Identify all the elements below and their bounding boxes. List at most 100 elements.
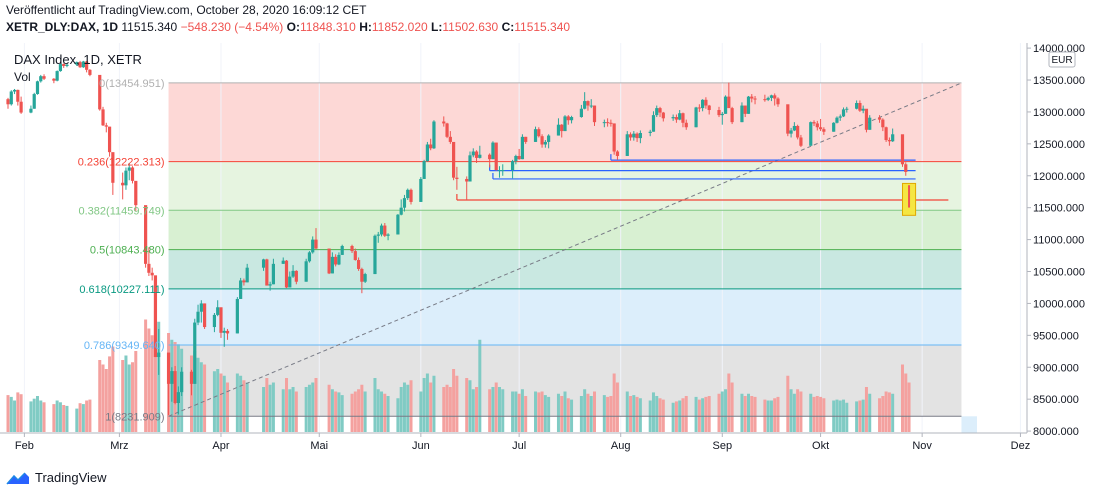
price-tick-label: 9500.000: [1033, 330, 1079, 342]
volume-bar: [262, 387, 266, 432]
volume-bar: [81, 404, 85, 432]
candle-body: [563, 116, 567, 132]
candle-body: [402, 198, 407, 208]
volume-bar: [406, 384, 410, 432]
volume-bar: [701, 398, 705, 432]
candle-body: [533, 129, 538, 142]
volume-bar: [625, 391, 629, 432]
candle-body: [589, 105, 593, 107]
volume-bar: [144, 319, 148, 432]
price-tick-label: 8500.000: [1033, 394, 1079, 406]
candle-body: [311, 239, 315, 253]
volume-bar: [520, 389, 524, 432]
volume-bar: [452, 369, 456, 432]
fib-zones: [168, 82, 977, 433]
footer-brand[interactable]: TradingView: [6, 470, 107, 485]
candle-body: [170, 371, 174, 384]
volume-bar: [52, 404, 56, 432]
volume-bar: [724, 389, 728, 432]
candle-body: [265, 259, 269, 286]
volume-bar: [750, 396, 754, 432]
volume-bar: [537, 392, 541, 432]
volume-bar: [442, 387, 446, 432]
volume-bar: [704, 396, 708, 432]
volume-bar: [471, 389, 475, 432]
candle-body: [569, 117, 574, 121]
candle-body: [134, 180, 138, 206]
volume-bar: [524, 396, 528, 432]
fib-label: 1(8231.909): [105, 411, 164, 423]
volume-bar: [134, 351, 138, 432]
candle-body: [861, 108, 865, 111]
quote-line: XETR_DLY:DAX, 1D 11515.340 −548.230 (−4.…: [6, 20, 570, 34]
symbol-label[interactable]: XETR_DLY:DAX, 1D: [6, 20, 119, 34]
volume-bar: [579, 396, 583, 432]
candle-body: [517, 155, 521, 160]
candle-body: [239, 280, 243, 299]
candle-body: [537, 129, 541, 137]
highlight-box[interactable]: [901, 182, 917, 216]
volume-bar: [589, 396, 593, 432]
price-chart[interactable]: 0(13454.951) 0.236(12222.313) 0.382(11459.…: [0, 43, 1100, 463]
candle-body: [242, 280, 246, 283]
candle-body: [727, 96, 731, 109]
volume-bar: [373, 378, 377, 432]
volume-bar: [327, 384, 331, 432]
candle-body: [832, 122, 836, 132]
candle-body: [651, 115, 656, 132]
candle-body: [524, 136, 528, 142]
fib-zone: [168, 288, 962, 345]
candle-body: [65, 64, 69, 66]
volume-bar: [900, 364, 904, 432]
candle-body: [29, 108, 33, 113]
volume-bar: [560, 396, 564, 432]
candle-body: [193, 322, 197, 384]
trend-line[interactable]: [168, 82, 962, 417]
candle-body: [681, 113, 685, 123]
candle-body: [334, 256, 338, 265]
candle-body: [12, 89, 17, 92]
volume-bar: [281, 389, 285, 432]
candle-body: [543, 141, 547, 145]
volume-bar: [386, 396, 390, 432]
candle-body: [694, 107, 698, 128]
volume-bar: [547, 396, 551, 432]
price-tick-label: 13500.000: [1033, 75, 1085, 87]
candle-body: [199, 303, 203, 312]
candle-body: [743, 105, 747, 114]
candle-body: [704, 99, 708, 106]
volume-bar: [314, 378, 318, 432]
chart-frame[interactable]: 0(13454.951) 0.236(12222.313) 0.382(11459.…: [0, 43, 1100, 463]
support-lines[interactable]: [456, 154, 949, 201]
volume-bar: [694, 396, 698, 432]
candle-body: [353, 251, 357, 261]
volume-bar: [792, 393, 796, 432]
time-tick-label: Apr: [212, 440, 229, 452]
volume-bar: [629, 396, 633, 432]
candle-body: [294, 270, 298, 282]
candle-body: [468, 155, 472, 182]
candle-body: [121, 182, 125, 186]
candle-body: [753, 98, 757, 100]
candle-body: [474, 151, 479, 158]
volume-bar: [58, 402, 62, 432]
candle-body: [792, 125, 796, 131]
volume-bar: [62, 405, 66, 432]
volume-bar: [884, 391, 888, 432]
volume-bar: [819, 396, 823, 432]
candle-body: [432, 121, 436, 149]
candle-body: [304, 261, 308, 282]
volume-bar: [727, 373, 731, 432]
volume-bar: [153, 310, 157, 432]
volume-bar: [455, 375, 459, 432]
candle-body: [330, 256, 334, 274]
candle-body: [510, 161, 515, 171]
volume-bar: [815, 396, 819, 432]
candle-body: [465, 178, 469, 182]
volume-bar: [307, 384, 311, 432]
candle-body: [124, 170, 128, 186]
candle-body: [153, 275, 158, 358]
candle-body: [678, 113, 682, 120]
volume-bar: [147, 328, 151, 432]
volume-bar: [226, 382, 230, 432]
